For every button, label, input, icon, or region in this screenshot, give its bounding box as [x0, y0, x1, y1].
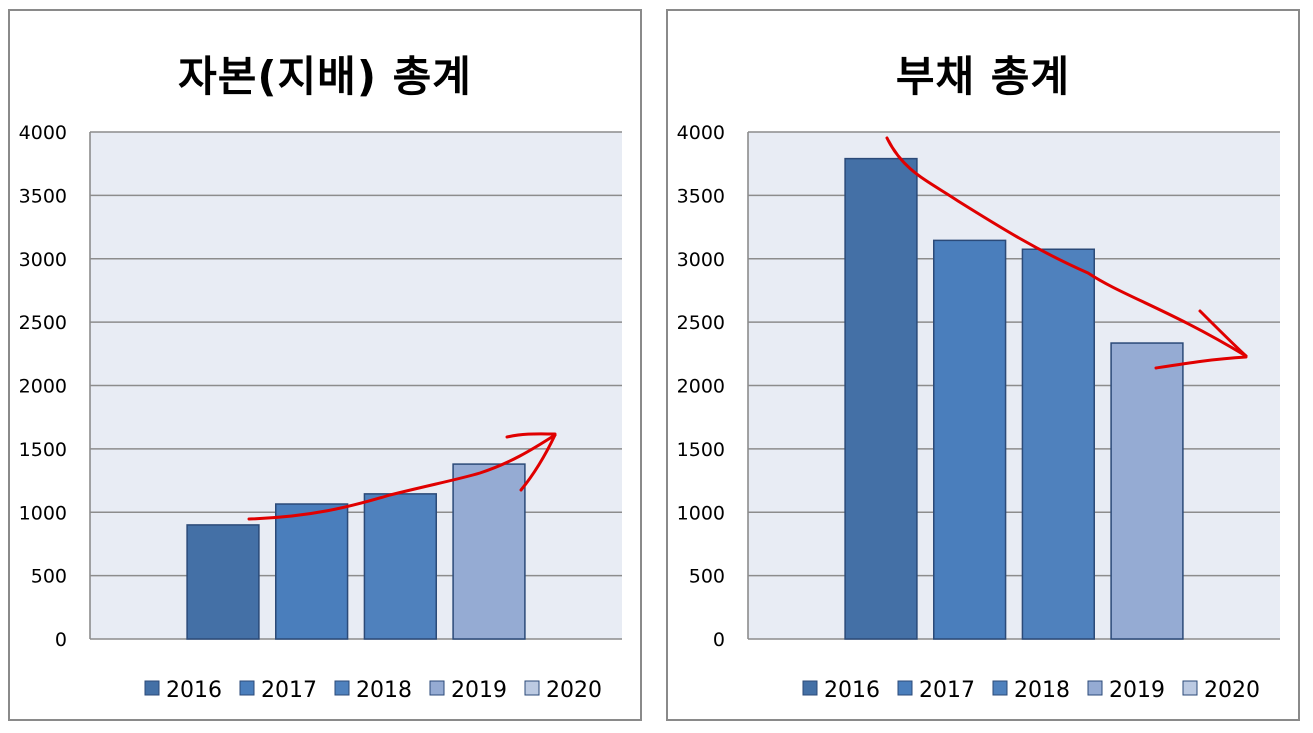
y-tick-label: 1000 [677, 502, 725, 524]
y-tick-label: 4000 [19, 122, 67, 144]
annotation-arrow [885, 136, 1248, 370]
bar-2016 [186, 524, 260, 640]
y-tick-label: 3500 [677, 185, 725, 207]
legend-label: 2016 [166, 678, 222, 703]
bar-2019 [1110, 342, 1184, 640]
y-tick-label: 1000 [19, 502, 67, 524]
y-tick-label: 0 [55, 629, 67, 651]
y-tick-label: 0 [713, 629, 725, 651]
legend-label: 2019 [1109, 678, 1165, 703]
y-tick-label: 1500 [677, 439, 725, 461]
bar-2018 [363, 493, 437, 640]
chart-title: 자본(지배) 총계 [178, 52, 472, 101]
annotation-stroke [885, 136, 1248, 358]
bar-2018 [1021, 248, 1095, 640]
chart-panel-liabilities: 부채 총계 0 500 1000 1500 2000 2500 3000 3500 4000 20… [666, 9, 1300, 721]
legend-swatch [429, 680, 445, 696]
legend-swatch [897, 680, 913, 696]
legend-swatch [1182, 680, 1198, 696]
legend-swatch [992, 680, 1008, 696]
annotation-stroke [505, 432, 557, 439]
legend-label: 2019 [451, 678, 507, 703]
y-tick-label: 4000 [677, 122, 725, 144]
chart-title: 부채 총계 [895, 52, 1071, 101]
bar-2019 [452, 463, 526, 640]
legend-label: 2017 [919, 678, 975, 703]
chart-svg-liabilities: 0 500 1000 1500 2000 2500 3000 3500 4000 2016 2017… [677, 122, 1280, 703]
legend-label: 2018 [356, 678, 412, 703]
y-tick-label: 2000 [677, 376, 725, 398]
y-tick-label: 500 [689, 566, 725, 588]
legend-label: 2020 [546, 678, 602, 703]
annotation-stroke [247, 433, 557, 521]
legend-label: 2016 [824, 678, 880, 703]
annotation-stroke [1154, 355, 1248, 370]
legend-swatch [334, 680, 350, 696]
legend-label: 2020 [1204, 678, 1260, 703]
legend-swatch [239, 680, 255, 696]
y-tick-label: 3000 [19, 249, 67, 271]
y-tick-label: 3500 [19, 185, 67, 207]
chart-svg-equity: 0 500 1000 1500 2000 2500 3000 3500 4000 2016 2017… [19, 122, 622, 703]
legend-swatch [144, 680, 160, 696]
y-tick-label: 3000 [677, 249, 725, 271]
chart-panel-equity: 자본(지배) 총계 0 500 1000 1500 2000 2500 3000 3500 40… [8, 9, 642, 721]
y-tick-label: 2000 [19, 376, 67, 398]
legend-swatch [1087, 680, 1103, 696]
bar-2017 [275, 503, 349, 640]
annotation-stroke [1198, 309, 1248, 358]
annotation-arrow [247, 432, 557, 521]
legend-label: 2017 [261, 678, 317, 703]
y-tick-label: 500 [31, 566, 67, 588]
y-tick-label: 2500 [677, 312, 725, 334]
annotation-stroke [519, 433, 557, 492]
y-tick-label: 1500 [19, 439, 67, 461]
legend-swatch [524, 680, 540, 696]
legend-label: 2018 [1014, 678, 1070, 703]
y-tick-label: 2500 [19, 312, 67, 334]
bar-2016 [844, 157, 918, 640]
legend-swatch [802, 680, 818, 696]
bar-2017 [933, 239, 1007, 640]
